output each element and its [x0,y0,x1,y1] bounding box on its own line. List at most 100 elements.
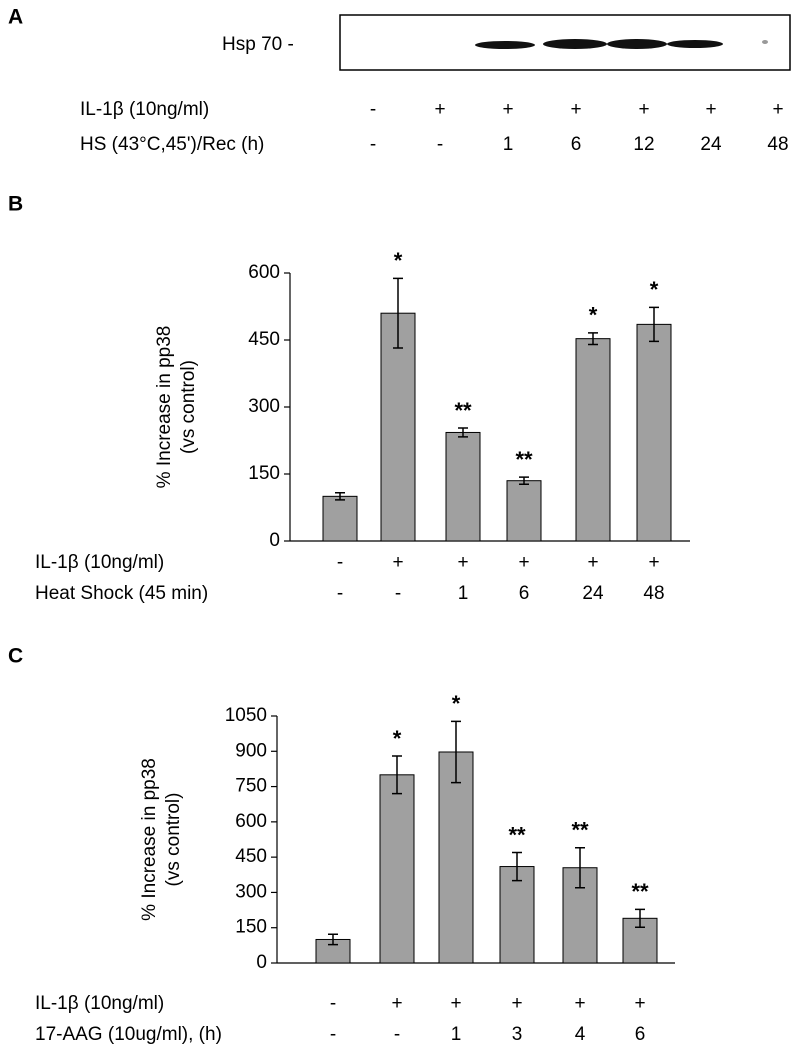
bar [506,480,542,542]
y-axis-label: (vs control) [163,793,184,887]
error-bar [649,306,659,343]
error-bar [392,755,402,795]
condition-value: + [705,99,716,120]
condition-value: - [437,134,443,155]
significance: * [393,726,402,751]
error-bar [512,851,522,882]
condition-value: + [772,99,783,120]
error-bar [328,933,338,946]
significance: ** [515,447,533,472]
condition-value: + [502,99,513,120]
condition-label: Heat Shock (45 min) [35,583,208,604]
condition-value: + [587,552,598,573]
band [607,39,667,49]
significance: ** [631,879,649,904]
condition-value: 1 [458,583,469,604]
band [475,41,535,49]
condition-value: 6 [519,583,530,604]
condition-value: - [370,134,376,155]
significance: * [452,691,461,716]
y-tick-label: 300 [248,396,280,417]
band [667,40,723,48]
y-tick-label: 600 [248,262,280,283]
error-bar [393,277,403,349]
bar [445,431,481,542]
condition-value: + [574,993,585,1014]
y-tick-label: 150 [235,917,267,938]
condition-value: 48 [767,134,788,155]
y-tick-label: 0 [256,952,267,973]
condition-value: 48 [643,583,664,604]
condition-value: + [434,99,445,120]
condition-label: 17-AAG (10ug/ml), (h) [35,1024,222,1045]
condition-value: - [330,1024,336,1045]
condition-label: IL-1β (10ng/ml) [35,993,164,1014]
y-axis-label: % Increase in pp38 [154,326,175,489]
condition-value: - [395,583,401,604]
band [543,39,607,49]
error-bar [588,332,598,346]
condition-value: 1 [503,134,514,155]
y-tick-label: 600 [235,811,267,832]
bar [322,495,358,542]
y-tick-label: 0 [269,530,280,551]
y-tick-label: 1050 [225,705,267,726]
condition-label: IL-1β (10ng/ml) [35,552,164,573]
significance: ** [571,818,589,843]
significance: ** [454,398,472,423]
y-tick-label: 450 [235,846,267,867]
y-tick-label: 900 [235,740,267,761]
y-axis-label: (vs control) [178,360,199,454]
error-bar [451,720,461,784]
condition-value: - [337,583,343,604]
condition-value: 24 [582,583,604,604]
condition-label: IL-1β (10ng/ml) [80,99,209,120]
bar [380,312,416,542]
condition-value: + [457,552,468,573]
condition-value: - [330,993,336,1014]
error-bar [575,846,585,889]
condition-value: 12 [633,134,654,155]
band-label: Hsp 70 - [222,34,294,55]
bar [636,323,672,542]
significance: ** [508,822,526,847]
bar [575,338,611,542]
panel-label: B [8,193,23,216]
condition-value: 3 [512,1024,523,1045]
y-tick-label: 150 [248,463,280,484]
significance: * [589,303,598,328]
panel-label: A [8,6,23,29]
bar [379,774,415,964]
condition-value: - [394,1024,400,1045]
condition-value: + [511,993,522,1014]
y-tick-label: 750 [235,776,267,797]
condition-value: - [337,552,343,573]
condition-label: HS (43°C,45')/Rec (h) [80,134,264,155]
condition-value: + [570,99,581,120]
condition-value: + [450,993,461,1014]
y-tick-label: 450 [248,329,280,350]
condition-value: + [634,993,645,1014]
condition-value: 4 [575,1024,586,1045]
band [762,40,768,44]
condition-value: + [518,552,529,573]
condition-value: + [638,99,649,120]
condition-value: + [648,552,659,573]
error-bar [335,492,345,501]
condition-value: + [392,552,403,573]
condition-value: - [370,99,376,120]
bar [438,751,474,964]
error-bar [458,427,468,438]
y-tick-label: 300 [235,881,267,902]
significance: * [394,248,403,273]
panel-label: C [8,645,23,668]
significance: * [650,277,659,302]
condition-value: 1 [451,1024,462,1045]
condition-value: 6 [635,1024,646,1045]
y-axis-label: % Increase in pp38 [139,758,160,921]
blot-bands [475,39,768,49]
condition-value: 24 [700,134,722,155]
condition-value: 6 [571,134,582,155]
bar [499,866,535,964]
